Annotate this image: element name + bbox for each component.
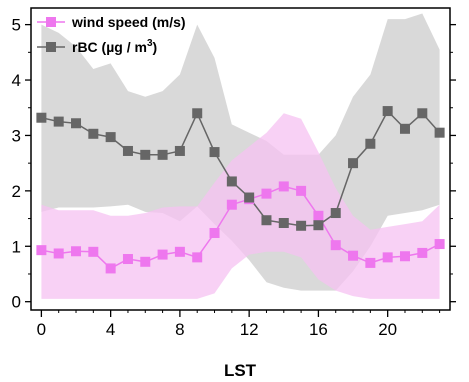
x-tick-label: 4 (106, 320, 115, 339)
point-wind-speed (417, 247, 428, 258)
point-wind-speed (261, 188, 272, 199)
uncertainty-bands (41, 13, 440, 299)
point-wind-speed (365, 257, 376, 268)
point-rbc (244, 192, 255, 203)
y-tick-label: 1 (12, 237, 21, 256)
legend-marker-wind-speed (46, 17, 56, 27)
point-rbc (261, 215, 272, 226)
point-wind-speed (122, 254, 133, 265)
x-tick-label: 16 (309, 320, 328, 339)
y-tick-label: 4 (12, 71, 21, 90)
point-rbc (71, 118, 82, 129)
point-rbc (53, 116, 64, 127)
x-axis-title: LST (224, 361, 257, 380)
legend: wind speed (m/s) rBC (µg / m3) (37, 14, 186, 55)
point-rbc (278, 218, 289, 229)
point-rbc (296, 220, 307, 231)
point-wind-speed (209, 227, 220, 238)
point-rbc (382, 106, 393, 117)
point-rbc (192, 108, 203, 119)
legend-marker-rbc (46, 42, 56, 52)
point-rbc (140, 149, 151, 160)
point-rbc (226, 176, 237, 187)
point-wind-speed (434, 239, 445, 250)
point-wind-speed (382, 252, 393, 263)
point-rbc (399, 123, 410, 134)
point-rbc (330, 208, 341, 219)
point-rbc (313, 220, 324, 231)
point-wind-speed (36, 245, 47, 256)
point-wind-speed (53, 248, 64, 259)
x-tick-label: 20 (378, 320, 397, 339)
series-markers (36, 106, 445, 274)
y-tick-label: 0 (12, 293, 21, 312)
legend-label-wind-speed: wind speed (m/s) (71, 14, 186, 30)
point-rbc (365, 138, 376, 149)
x-tick-label: 12 (240, 320, 259, 339)
point-rbc (348, 158, 359, 169)
point-rbc (36, 112, 47, 123)
point-rbc (105, 132, 116, 143)
y-tick-label: 5 (12, 16, 21, 35)
point-wind-speed (313, 210, 324, 221)
point-wind-speed (105, 263, 116, 274)
point-wind-speed (330, 240, 341, 251)
point-rbc (209, 147, 220, 158)
point-wind-speed (140, 256, 151, 267)
legend-label-rbc: rBC (µg / m3) (72, 38, 157, 55)
point-wind-speed (88, 246, 99, 257)
y-tick-label: 2 (12, 182, 21, 201)
point-wind-speed (278, 181, 289, 192)
x-tick-label: 8 (175, 320, 184, 339)
point-wind-speed (226, 199, 237, 210)
point-wind-speed (174, 246, 185, 257)
point-rbc (122, 145, 133, 156)
point-rbc (174, 145, 185, 156)
point-rbc (434, 127, 445, 138)
point-wind-speed (296, 185, 307, 196)
x-axis: 0 4 8 12 16 20 (37, 310, 441, 339)
y-tick-label: 3 (12, 126, 21, 145)
point-rbc (417, 108, 428, 119)
point-wind-speed (71, 246, 82, 257)
point-wind-speed (348, 250, 359, 261)
x-tick-label: 0 (37, 320, 46, 339)
y-axis: 0 1 2 3 4 5 (12, 16, 456, 312)
point-wind-speed (157, 249, 168, 260)
point-wind-speed (399, 251, 410, 262)
point-wind-speed (192, 252, 203, 263)
point-rbc (157, 149, 168, 160)
point-rbc (88, 128, 99, 139)
band-wind-speed (41, 113, 440, 299)
plot-frame (30, 7, 451, 311)
